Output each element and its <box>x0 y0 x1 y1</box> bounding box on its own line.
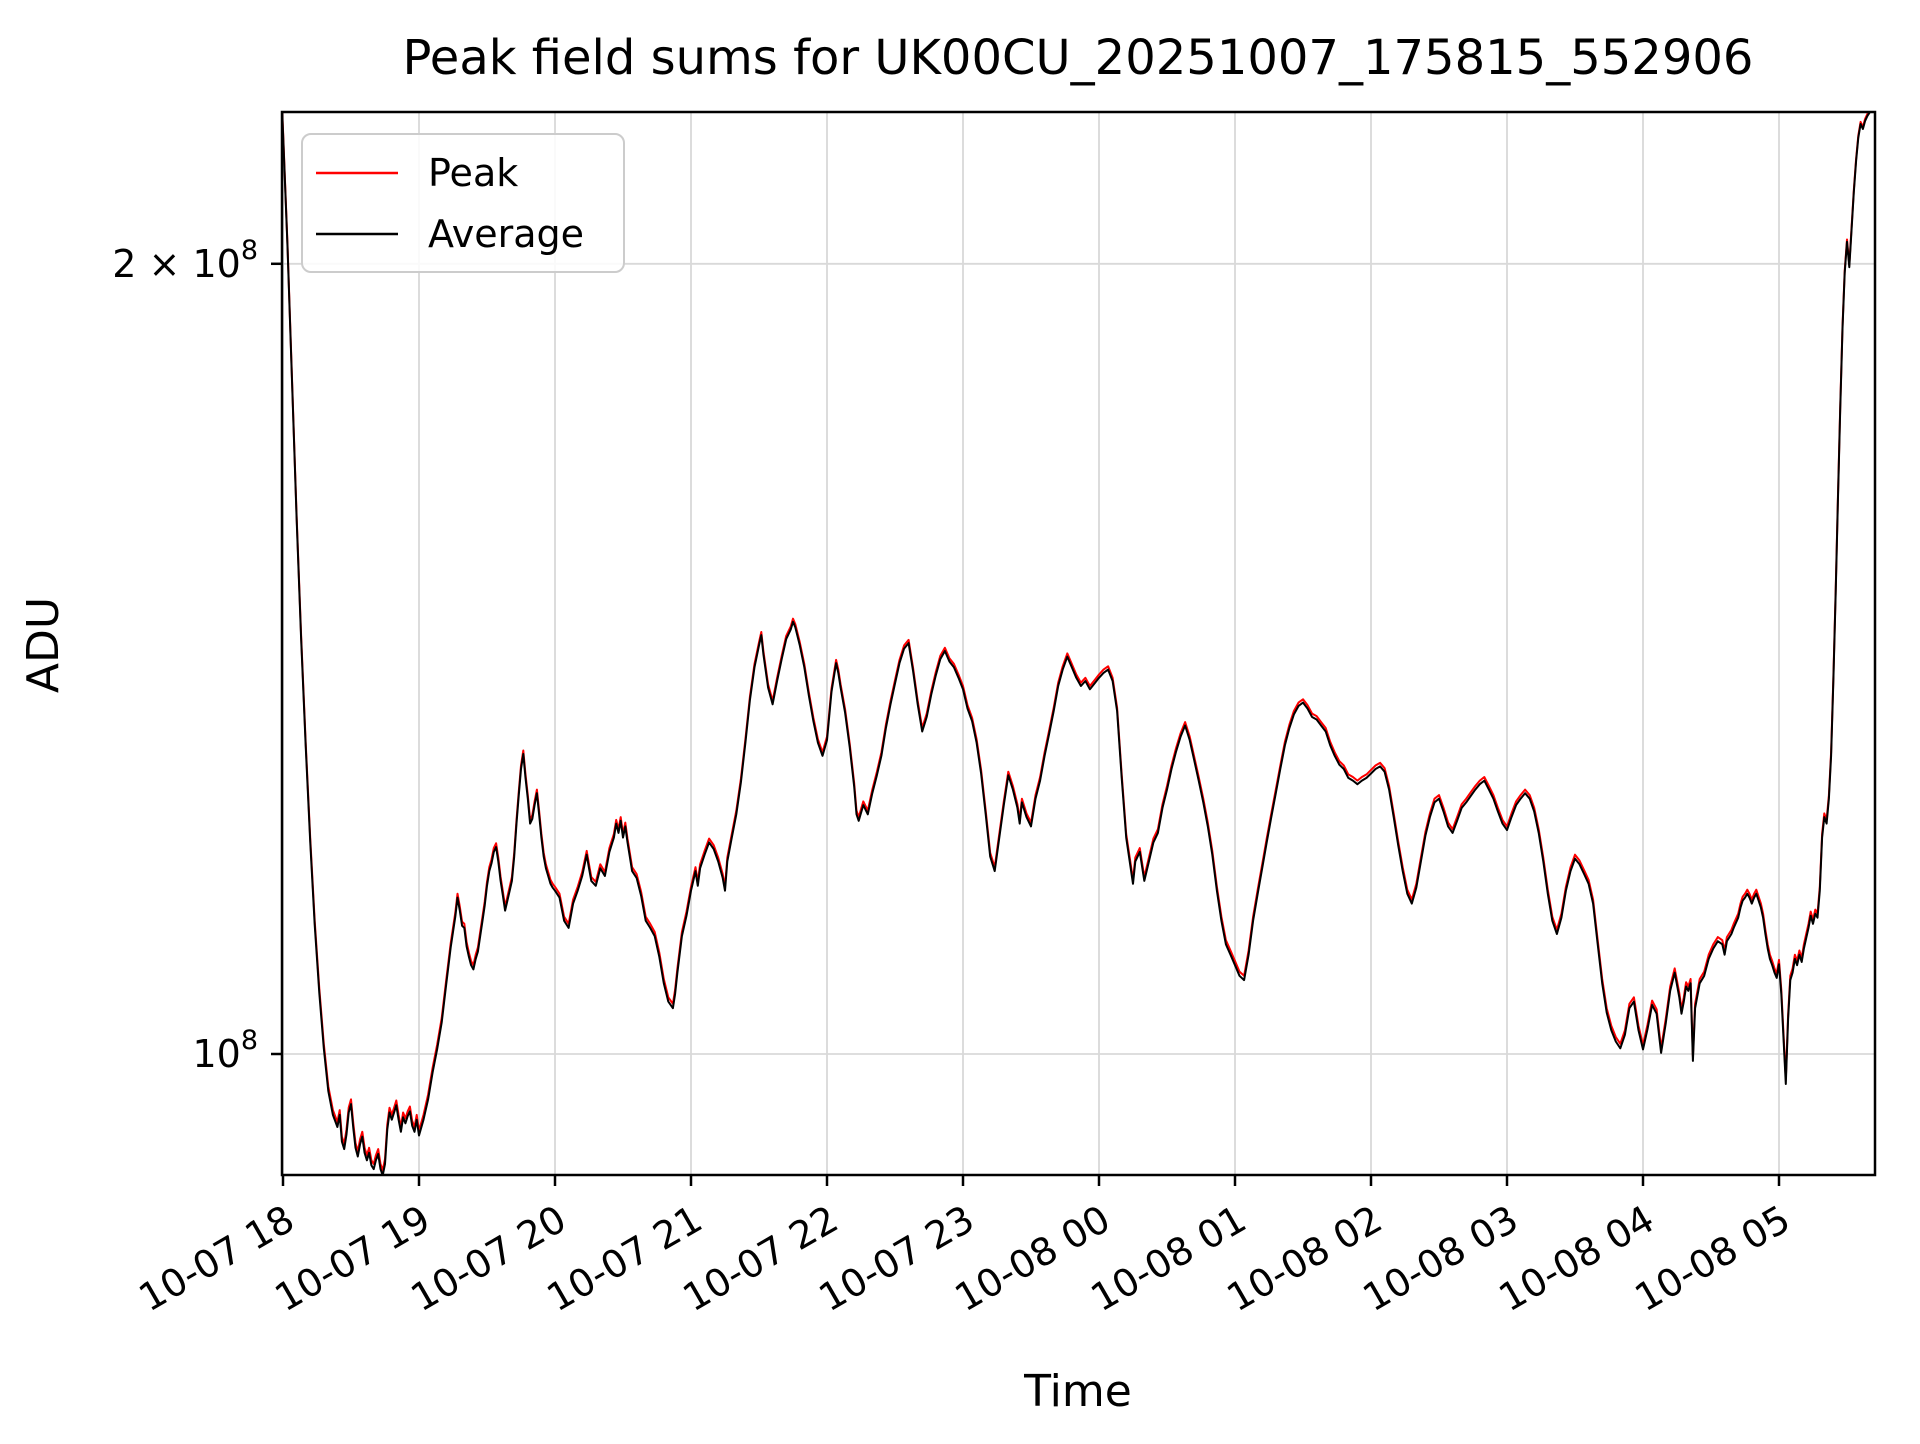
x-axis-title: Time <box>1023 1366 1132 1417</box>
x-tick-label: 10-08 04 <box>1492 1197 1662 1321</box>
x-tick-label: 10-07 22 <box>676 1197 846 1321</box>
legend-peak-label: Peak <box>428 151 518 195</box>
chart-title: Peak field sums for UK00CU_20251007_1758… <box>403 30 1754 86</box>
y-axis-title: ADU <box>18 597 69 693</box>
x-tick-label: 10-08 05 <box>1628 1197 1798 1321</box>
series-average-line <box>282 112 1873 1175</box>
x-tick-label: 10-07 18 <box>132 1197 302 1321</box>
x-tick-label: 10-07 21 <box>540 1197 710 1321</box>
x-tick-label: 10-07 19 <box>268 1197 438 1321</box>
x-axis-ticks <box>281 1175 1781 1186</box>
x-tick-label: 10-08 02 <box>1220 1197 1390 1321</box>
gridlines <box>282 112 1875 1175</box>
x-tick-label: 10-07 23 <box>812 1197 982 1321</box>
y-tick-label: 108 <box>192 1025 258 1076</box>
x-tick-label: 10-07 20 <box>404 1197 574 1321</box>
y-axis-tick-labels: 2 × 108 108 <box>112 235 258 1076</box>
x-tick-label: 10-08 03 <box>1356 1197 1526 1321</box>
legend-box <box>301 133 625 273</box>
axes-frame <box>280 110 1877 1177</box>
legend: Peak Average <box>301 133 625 273</box>
y-axis-ticks <box>271 262 282 1056</box>
x-tick-label: 10-08 01 <box>1084 1197 1254 1321</box>
y-tick-label: 2 × 108 <box>112 235 258 286</box>
legend-average-label: Average <box>428 212 584 256</box>
plot-area <box>282 112 1875 1175</box>
x-tick-label: 10-08 00 <box>948 1197 1118 1321</box>
